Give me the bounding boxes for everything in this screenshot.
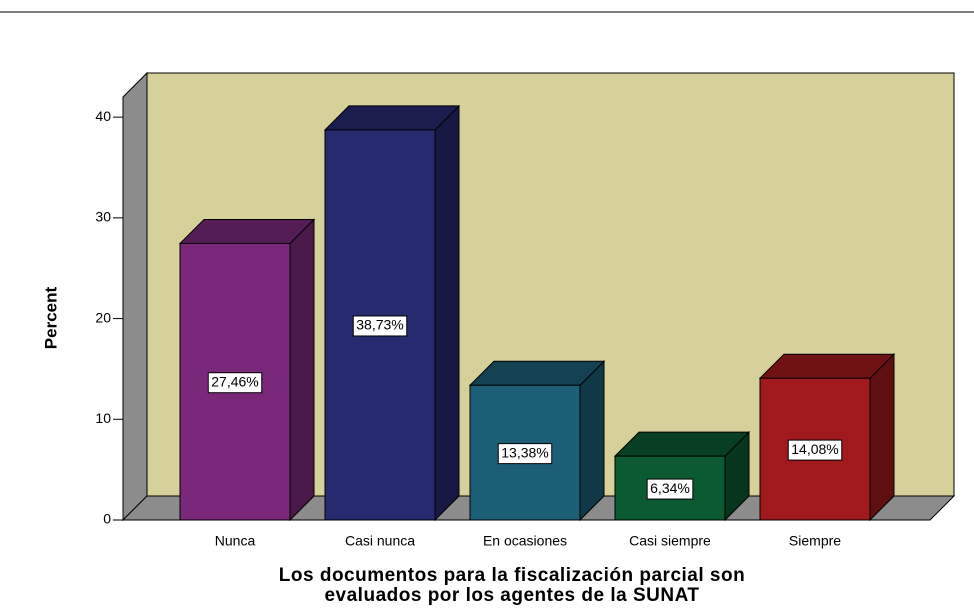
value-label: 38,73% [356, 317, 403, 333]
bar [614, 455, 726, 521]
x-axis-label: Los documentos para la fiscalización par… [279, 565, 745, 586]
value-label-box [207, 372, 263, 394]
y-tick-label: 30 [95, 209, 111, 225]
x-tick-label: Nunca [215, 533, 256, 549]
bar-top [613, 431, 751, 457]
side-wall [122, 71, 148, 522]
bar-side [434, 104, 460, 522]
x-axis-label: evaluados por los agentes de la SUNAT [324, 585, 699, 606]
bar-side [289, 218, 315, 522]
x-tick-label: Siempre [789, 533, 841, 549]
bar-side [579, 360, 605, 522]
value-label: 14,08% [791, 441, 838, 457]
value-label-box [787, 439, 843, 461]
x-tick-label: Casi nunca [345, 533, 415, 549]
value-label: 27,46% [211, 373, 258, 389]
bar-top [758, 353, 896, 379]
y-axis-label: Percent [41, 286, 60, 349]
y-tick-label: 10 [95, 410, 111, 426]
value-label-box [646, 478, 694, 500]
x-tick-label: Casi siempre [629, 533, 711, 549]
value-label-box [352, 315, 408, 337]
y-tick-label: 20 [95, 309, 111, 325]
value-label: 6,34% [650, 480, 690, 496]
value-label-box [497, 443, 553, 465]
y-tick-label: 40 [95, 108, 111, 124]
y-tick-label: 0 [103, 511, 111, 527]
x-tick-label: En ocasiones [483, 533, 567, 549]
bar-top [468, 360, 606, 386]
bar-side [869, 352, 895, 522]
bar-top [323, 105, 461, 131]
value-label: 13,38% [501, 444, 548, 460]
bar-top [178, 218, 316, 244]
